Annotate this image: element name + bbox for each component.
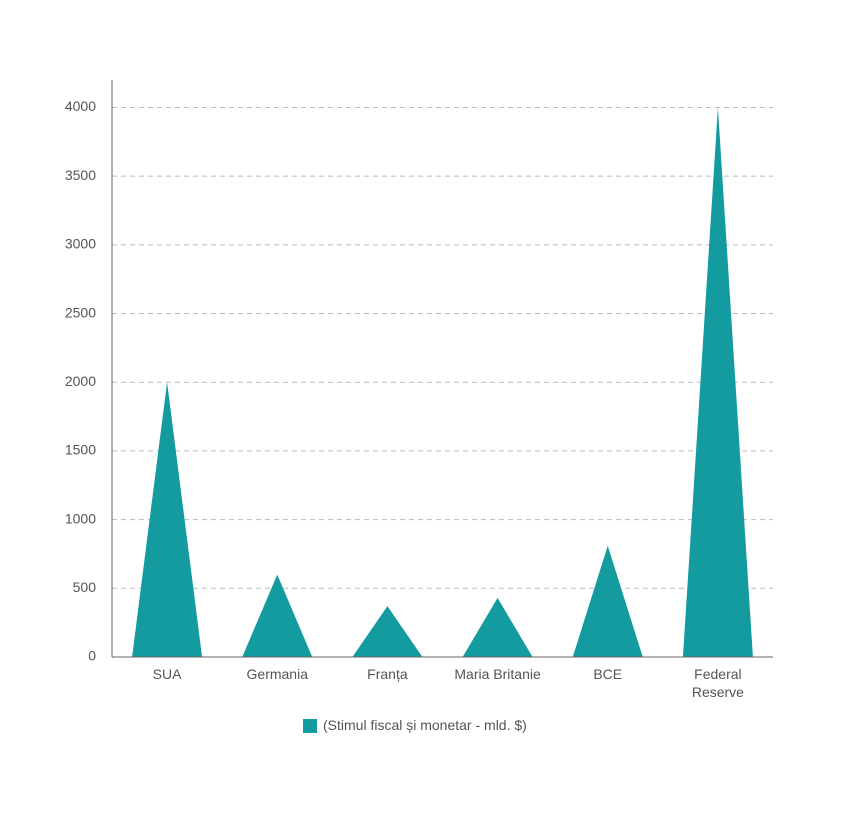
y-tick-label: 1000 — [65, 510, 96, 526]
x-tick-label: Franța — [367, 666, 408, 682]
bar — [572, 545, 643, 657]
x-tick-label: Federal Reserve — [691, 666, 744, 700]
x-tick-label: SUA — [152, 666, 182, 682]
y-tick-label: 3500 — [65, 167, 96, 183]
y-tick-label: 0 — [88, 648, 96, 664]
x-tick-label: Germania — [246, 666, 308, 682]
x-tick-label: Maria Britanie — [454, 666, 541, 682]
y-tick-label: 2500 — [65, 304, 96, 320]
bar — [242, 574, 313, 657]
y-tick-label: 3000 — [65, 236, 96, 252]
legend-swatch — [303, 719, 317, 733]
bar — [132, 382, 203, 657]
legend-label: (Stimul fiscal și monetar - mld. $) — [323, 717, 527, 733]
bar — [352, 606, 423, 657]
y-tick-label: 4000 — [65, 98, 96, 114]
y-tick-label: 1500 — [65, 442, 96, 458]
bar — [462, 597, 533, 657]
bar — [682, 107, 753, 657]
y-tick-label: 2000 — [65, 373, 96, 389]
y-tick-label: 500 — [73, 579, 97, 595]
x-tick-label: BCE — [593, 666, 623, 682]
